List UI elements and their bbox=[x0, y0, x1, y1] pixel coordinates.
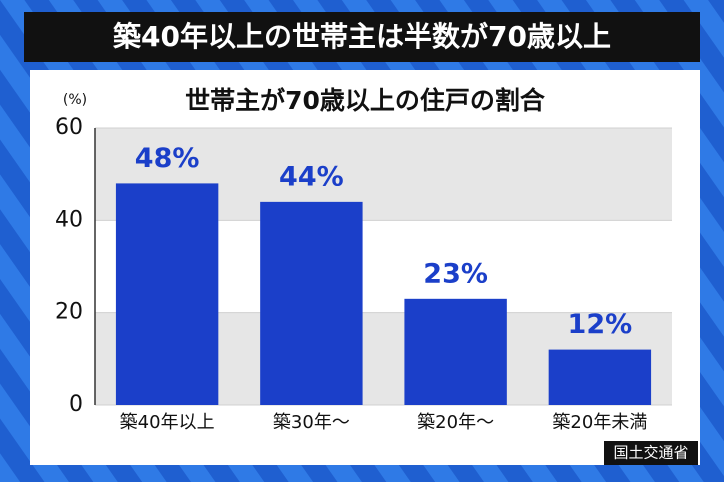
x-tick-label: 築40年以上 bbox=[120, 412, 215, 433]
value-label: 48% bbox=[135, 143, 200, 174]
headline-bar bbox=[24, 12, 700, 62]
plot: 0 20 40 60 築40年以上 48% 築30年〜 44% 築20年〜 23% 築20年未満 12… bbox=[55, 115, 672, 433]
y-tick-label: 0 bbox=[69, 392, 83, 417]
x-tick-label: 築20年〜 bbox=[417, 412, 494, 433]
x-tick-label: 築20年未満 bbox=[552, 412, 647, 433]
headline: 築40年以上の世帯主は半数が70歳以上 bbox=[112, 20, 611, 53]
x-tick-label: 築30年〜 bbox=[273, 412, 350, 433]
y-unit: (%) bbox=[63, 92, 87, 108]
bar bbox=[260, 201, 363, 405]
y-tick-label: 20 bbox=[55, 300, 83, 325]
bar bbox=[404, 298, 507, 405]
chart-title: 世帯主が70歳以上の住戸の割合 bbox=[185, 86, 546, 115]
value-label: 23% bbox=[423, 258, 488, 289]
bar bbox=[548, 349, 652, 405]
source-box bbox=[604, 441, 698, 465]
value-label: 44% bbox=[279, 161, 344, 192]
value-label: 12% bbox=[568, 309, 633, 340]
y-tick-label: 60 bbox=[55, 115, 83, 140]
source: 国土交通省 bbox=[613, 444, 688, 462]
bar bbox=[115, 183, 219, 405]
y-tick-label: 40 bbox=[55, 207, 83, 232]
